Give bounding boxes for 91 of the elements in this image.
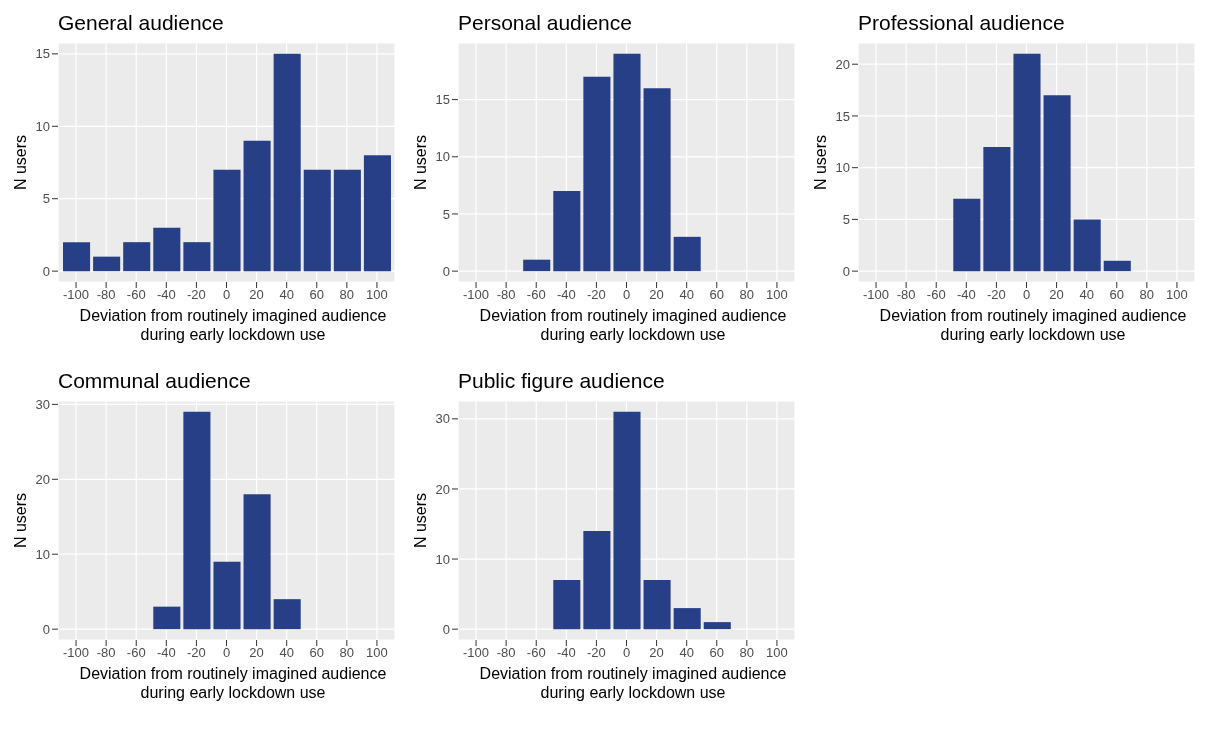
y-axis-title: N users [11, 134, 29, 191]
y-tick-label: 30 [435, 411, 450, 427]
x-tick-label: -20 [587, 645, 606, 661]
x-tick-label: 100 [766, 645, 788, 661]
x-tick-label: 0 [1022, 287, 1031, 303]
y-tick-label: 10 [435, 551, 450, 567]
x-tick-label: -40 [956, 287, 976, 303]
y-tick-label: 0 [442, 621, 450, 637]
x-tick-label: -80 [96, 645, 116, 661]
x-tick-label: 80 [739, 645, 755, 661]
x-tick-label: -60 [126, 287, 146, 303]
y-tick-label: 0 [42, 263, 50, 279]
x-tick-label: -80 [896, 287, 916, 303]
x-tick-label: -100 [63, 287, 90, 303]
x-tick-label: 80 [339, 287, 355, 303]
x-tick-label: -40 [556, 287, 576, 303]
x-axis-title: Deviation from routinely imagined audience during early lockdown use [878, 306, 1188, 344]
y-axis-title: N users [411, 134, 429, 191]
y-tick-label: 15 [35, 46, 50, 62]
x-tick-label: 0 [622, 645, 631, 661]
x-tick-label: -20 [587, 287, 606, 303]
x-tick-label: 40 [279, 645, 294, 661]
y-axis-title: N users [411, 492, 429, 549]
x-tick-label: -100 [863, 287, 890, 303]
x-tick-label: -100 [463, 287, 490, 303]
x-tick-label: -80 [496, 645, 516, 661]
x-tick-label: -40 [156, 287, 176, 303]
x-tick-label: 40 [1079, 287, 1094, 303]
x-tick-label: 40 [679, 287, 694, 303]
x-tick-label: 20 [1049, 287, 1064, 303]
x-tick-label: 100 [766, 287, 788, 303]
y-tick-label: 15 [435, 92, 450, 108]
y-tick-label: 20 [35, 471, 50, 487]
y-tick-label: 20 [835, 56, 850, 72]
y-tick-label: 10 [835, 160, 850, 176]
x-axis-title: Deviation from routinely imagined audience during early lockdown use [78, 306, 388, 344]
x-tick-label: -40 [156, 645, 176, 661]
chart-title: Professional audience [857, 10, 1066, 36]
x-tick-label: 0 [222, 645, 231, 661]
y-axis-title: N users [11, 492, 29, 549]
y-tick-label: 0 [42, 621, 50, 637]
x-tick-label: 100 [366, 287, 388, 303]
x-tick-label: 80 [739, 287, 755, 303]
y-tick-label: 10 [435, 149, 450, 165]
x-tick-label: -100 [463, 645, 490, 661]
x-tick-label: -60 [526, 645, 546, 661]
x-tick-label: -60 [926, 287, 946, 303]
x-tick-label: 40 [679, 645, 694, 661]
x-tick-label: 60 [309, 287, 324, 303]
x-tick-label: 60 [709, 287, 724, 303]
x-tick-label: -80 [496, 287, 516, 303]
x-tick-label: 100 [1166, 287, 1188, 303]
x-tick-label: -20 [187, 287, 206, 303]
x-tick-label: -100 [63, 645, 90, 661]
x-tick-label: 20 [649, 645, 664, 661]
x-tick-label: 60 [709, 645, 724, 661]
y-axis-title: N users [811, 134, 829, 191]
y-tick-label: 5 [842, 212, 850, 228]
x-tick-label: -60 [126, 645, 146, 661]
y-tick-label: 10 [35, 546, 50, 562]
x-tick-label: -60 [526, 287, 546, 303]
x-tick-label: 20 [649, 287, 664, 303]
x-tick-label: 40 [279, 287, 294, 303]
x-tick-label: 80 [1139, 287, 1155, 303]
x-axis-title: Deviation from routinely imagined audience during early lockdown use [478, 306, 788, 344]
x-tick-label: -80 [96, 287, 116, 303]
chart-title: Communal audience [57, 368, 252, 394]
y-tick-label: 30 [35, 396, 50, 412]
x-tick-label: 20 [249, 645, 264, 661]
x-axis-title: Deviation from routinely imagined audience during early lockdown use [478, 664, 788, 702]
x-tick-label: 0 [622, 287, 631, 303]
x-tick-label: 100 [366, 645, 388, 661]
y-tick-label: 20 [435, 481, 450, 497]
x-tick-label: 80 [339, 645, 355, 661]
chart-title: Public figure audience [457, 368, 666, 394]
x-tick-label: -20 [987, 287, 1006, 303]
y-tick-label: 5 [42, 191, 50, 207]
x-axis-title: Deviation from routinely imagined audience during early lockdown use [78, 664, 388, 702]
x-tick-label: -20 [187, 645, 206, 661]
chart-title: Personal audience [457, 10, 633, 36]
y-tick-label: 5 [442, 206, 450, 222]
y-tick-label: 10 [35, 118, 50, 134]
x-tick-label: -40 [556, 645, 576, 661]
y-tick-label: 0 [842, 263, 850, 279]
x-tick-label: 20 [249, 287, 264, 303]
x-tick-label: 60 [309, 645, 324, 661]
x-tick-label: 0 [222, 287, 231, 303]
x-tick-label: 60 [1109, 287, 1124, 303]
chart-title: General audience [57, 10, 225, 36]
y-tick-label: 0 [442, 263, 450, 279]
y-tick-label: 15 [835, 108, 850, 124]
